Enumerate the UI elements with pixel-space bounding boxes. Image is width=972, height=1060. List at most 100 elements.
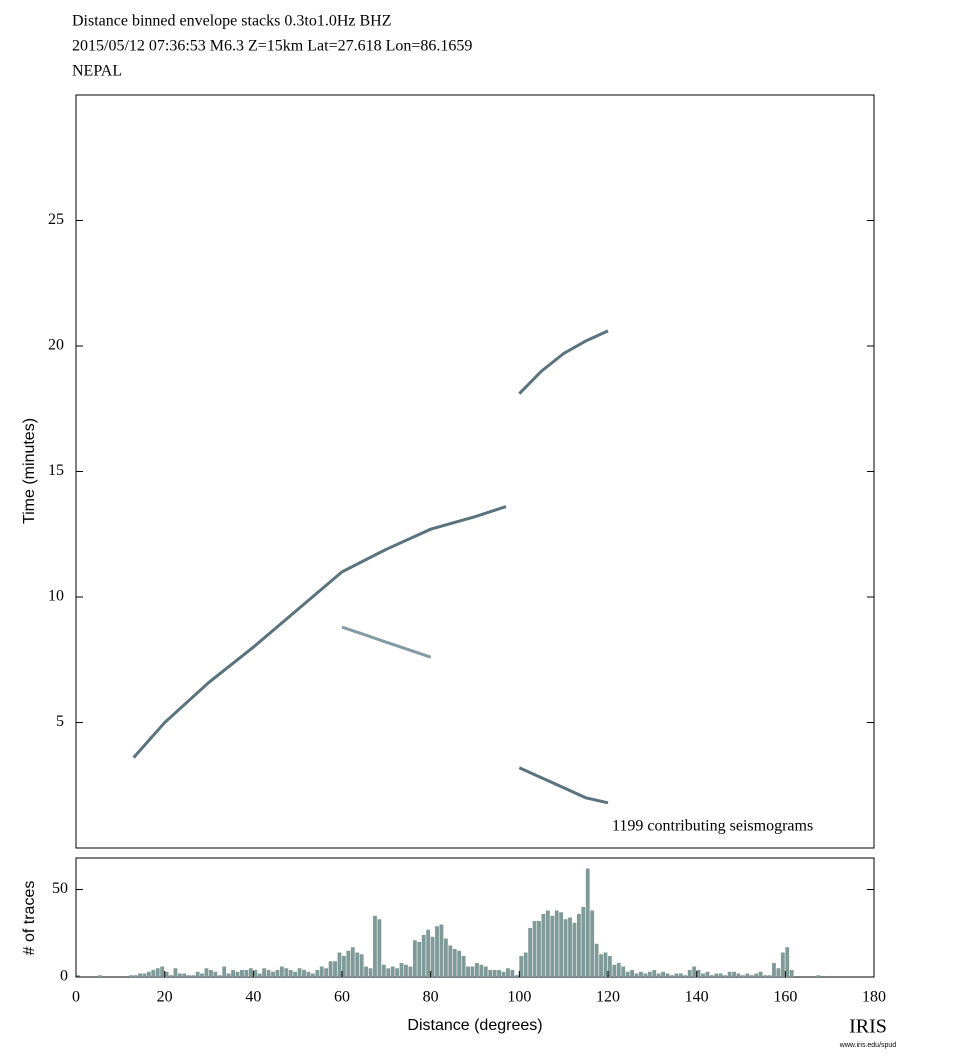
bar	[390, 966, 395, 977]
bar	[355, 952, 360, 977]
title-line: 2015/05/12 07:36:53 M6.3 Z=15km Lat=27.6…	[72, 38, 472, 55]
bar	[763, 975, 767, 977]
bar	[656, 973, 661, 977]
bar	[231, 970, 235, 977]
bar	[457, 950, 462, 977]
bar	[510, 970, 515, 977]
bar	[772, 963, 776, 977]
bar	[417, 942, 422, 977]
arrival-curve	[132, 505, 507, 759]
bar	[497, 970, 501, 977]
bar	[625, 971, 630, 977]
bar	[297, 968, 302, 977]
bar	[430, 936, 435, 977]
bar	[630, 970, 634, 977]
bar	[714, 973, 719, 977]
bar	[359, 954, 364, 977]
bar	[217, 975, 222, 977]
bar	[377, 919, 382, 977]
bar	[350, 947, 355, 977]
bar	[310, 973, 315, 977]
bar	[554, 910, 559, 977]
bar	[745, 973, 750, 977]
bar	[727, 971, 732, 977]
x-tick-label: 0	[72, 989, 80, 1006]
bar	[435, 926, 439, 977]
x-axis-label: Distance (degrees)	[407, 1017, 542, 1034]
bar	[639, 971, 643, 977]
logo: IRIS	[849, 1016, 887, 1038]
bar	[213, 971, 218, 977]
bar	[306, 971, 311, 977]
bar	[266, 970, 271, 977]
bar	[288, 970, 293, 977]
bar	[182, 973, 187, 977]
y-tick-label: 25	[48, 211, 64, 228]
bar	[816, 975, 821, 977]
bar	[333, 961, 337, 977]
bar	[248, 968, 253, 977]
bar	[160, 966, 165, 977]
bar	[279, 966, 284, 977]
bar	[647, 971, 652, 977]
bar	[475, 963, 479, 977]
bar	[151, 970, 156, 977]
bar	[368, 968, 373, 977]
bar	[488, 970, 493, 977]
bar	[470, 966, 475, 977]
bar	[226, 973, 231, 977]
bar	[195, 971, 200, 977]
bar	[262, 968, 267, 977]
bar	[271, 971, 275, 977]
bar	[142, 973, 147, 977]
bar	[155, 968, 160, 977]
bar	[758, 971, 763, 977]
bar	[209, 970, 213, 977]
x-tick-label: 100	[507, 989, 531, 1006]
bar	[692, 966, 697, 977]
bar	[678, 973, 683, 977]
bar	[568, 917, 572, 977]
bar	[346, 950, 351, 977]
bar	[789, 970, 794, 977]
bar	[452, 949, 457, 977]
x-tick-label: 80	[423, 989, 439, 1006]
x-tick-label: 140	[685, 989, 709, 1006]
x-tick-label: 180	[862, 989, 886, 1006]
bar	[559, 912, 564, 977]
bar	[138, 973, 142, 977]
bar	[240, 970, 244, 977]
y-tick-label: 50	[52, 880, 68, 897]
bar	[594, 943, 599, 977]
y-axis-label: Time (minutes)	[21, 418, 38, 524]
bar	[519, 956, 524, 977]
bar	[736, 973, 741, 977]
bar	[709, 975, 714, 977]
bar	[701, 973, 705, 977]
y-tick-label: 0	[60, 968, 68, 985]
bar	[732, 971, 736, 977]
arrival-curve	[341, 625, 432, 659]
bar	[683, 975, 688, 977]
bar	[687, 970, 692, 977]
title-line: Distance binned envelope stacks 0.3to1.0…	[72, 13, 391, 30]
bar	[412, 940, 417, 977]
bar	[129, 975, 134, 977]
bar	[541, 914, 546, 977]
bar	[661, 971, 666, 977]
bar	[235, 971, 240, 977]
bar	[439, 924, 444, 977]
bar	[550, 915, 555, 977]
bar	[302, 970, 306, 977]
bar	[616, 963, 621, 977]
bar	[386, 968, 391, 977]
bar	[537, 921, 541, 977]
bar	[767, 975, 772, 977]
bar	[98, 975, 102, 977]
bar	[293, 971, 298, 977]
y-tick-label: 5	[56, 713, 64, 730]
histogram-frame	[75, 857, 875, 978]
bar	[643, 973, 648, 977]
bar	[324, 968, 329, 977]
